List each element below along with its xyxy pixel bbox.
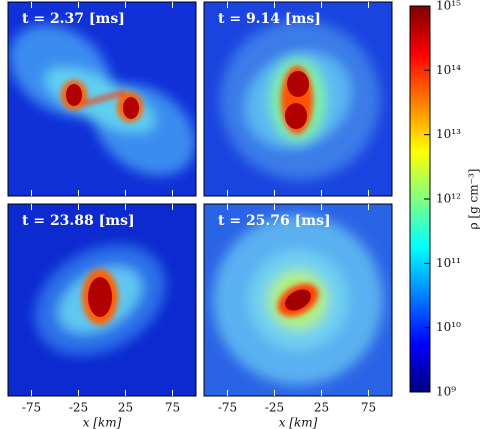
colorbar-tick-label: 10¹⁵ xyxy=(436,0,461,13)
panel-frame xyxy=(7,1,197,197)
x-tick-label: 25 xyxy=(314,401,329,415)
x-axis-label: x [km] xyxy=(279,416,318,429)
x-tick-label: 75 xyxy=(165,401,180,415)
x-tick-label: 25 xyxy=(118,401,133,415)
panel-title: t = 2.37 [ms] xyxy=(22,11,125,27)
x-tick-label: -75 xyxy=(218,401,237,415)
colorbar-label: ρ [g cm⁻³] xyxy=(467,169,480,230)
panel-title: t = 25.76 [ms] xyxy=(218,213,331,229)
panel-title: t = 9.14 [ms] xyxy=(218,11,321,27)
colorbar-tick-label: 10¹⁴ xyxy=(436,63,461,77)
density-image xyxy=(204,2,392,196)
colorbar-tick-label: 10⁹ xyxy=(436,385,456,399)
panel-frame xyxy=(7,203,197,397)
density-image xyxy=(204,204,392,396)
colorbar-tick-label: 10¹¹ xyxy=(436,256,461,270)
x-axis-label: x [km] xyxy=(83,416,122,429)
density-image xyxy=(8,204,196,396)
x-tick-label: -75 xyxy=(22,401,41,415)
x-tick-label: 75 xyxy=(361,401,376,415)
colorbar-tick-label: 10¹² xyxy=(436,192,461,206)
panel-frame xyxy=(203,203,393,397)
x-tick-label: -25 xyxy=(69,401,88,415)
panel-title: t = 23.88 [ms] xyxy=(22,213,135,229)
panel-frame xyxy=(203,1,393,197)
x-tick-label: -25 xyxy=(265,401,284,415)
colorbar-tick-label: 10¹³ xyxy=(436,127,461,141)
density-image xyxy=(8,2,196,196)
colorbar-tick-label: 10¹⁰ xyxy=(436,320,461,334)
